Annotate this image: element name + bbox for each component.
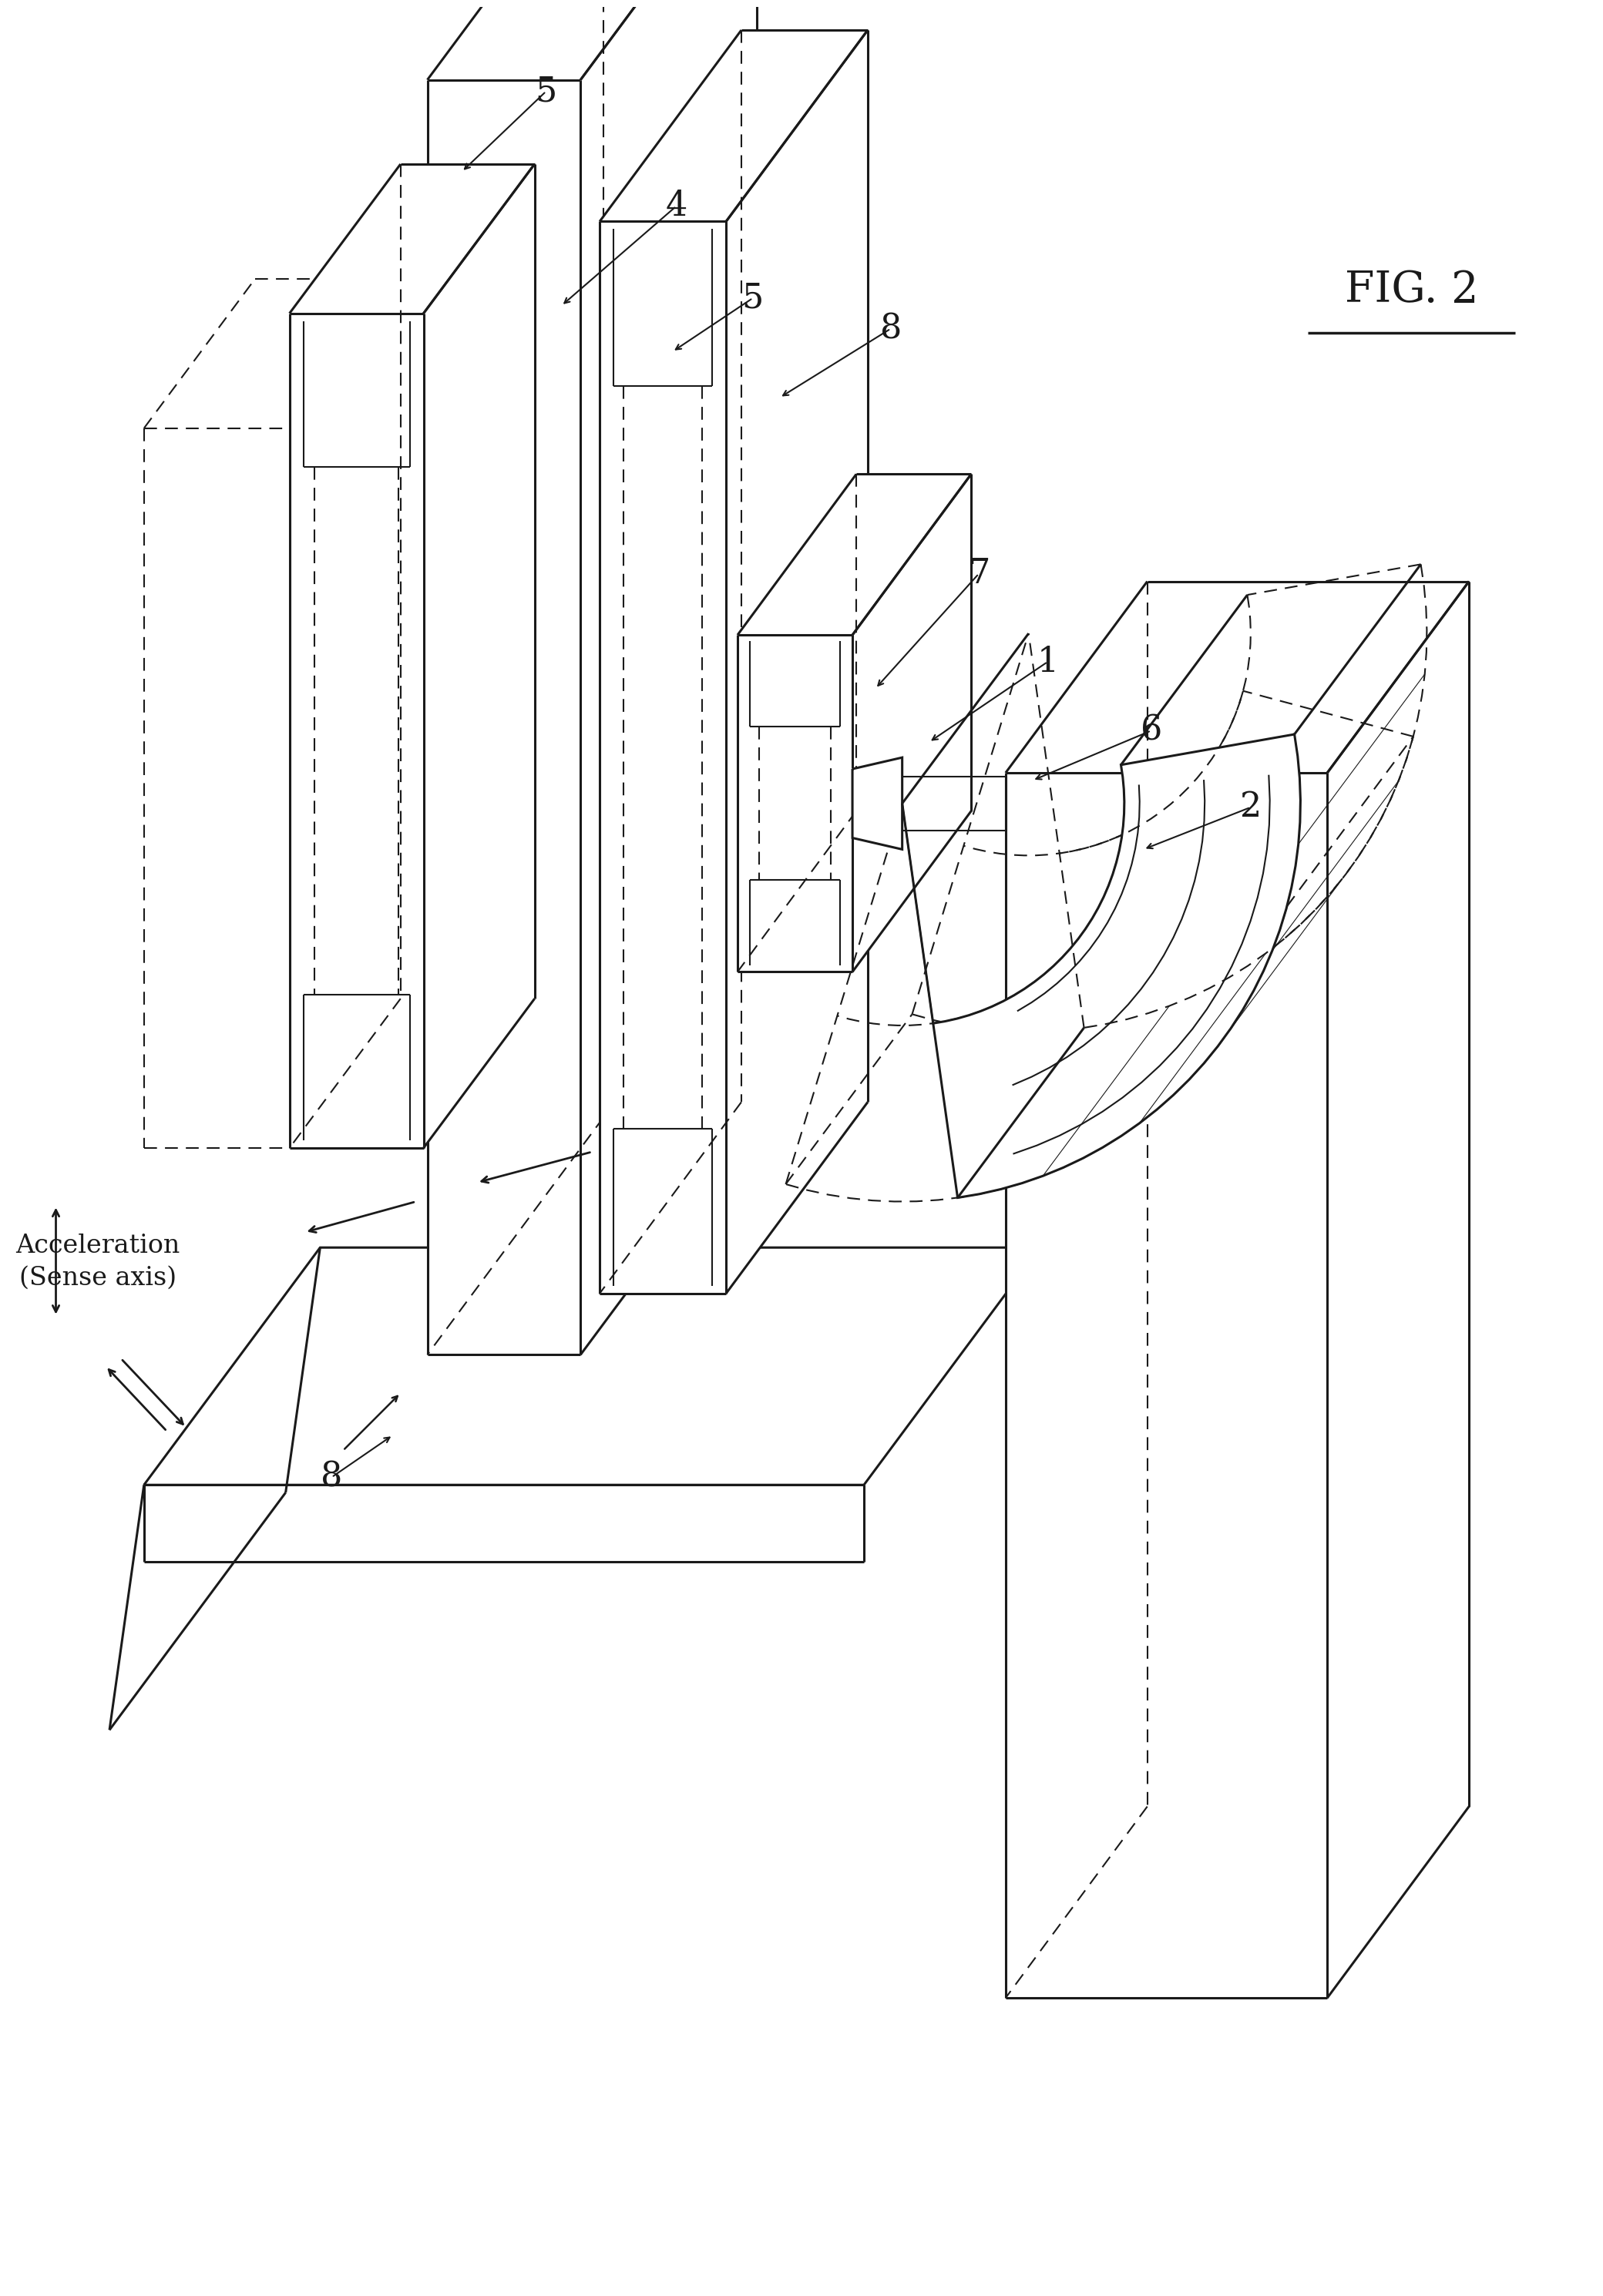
Text: FIG. 2: FIG. 2 bbox=[1345, 269, 1478, 312]
Polygon shape bbox=[428, 80, 580, 1355]
Polygon shape bbox=[933, 735, 1300, 1199]
Polygon shape bbox=[853, 758, 902, 850]
Polygon shape bbox=[853, 475, 971, 971]
Text: 7: 7 bbox=[968, 558, 989, 590]
Text: 6: 6 bbox=[1140, 714, 1162, 746]
Text: 8: 8 bbox=[321, 1460, 343, 1495]
Polygon shape bbox=[600, 220, 726, 1293]
Text: 5: 5 bbox=[742, 282, 763, 315]
Polygon shape bbox=[144, 1247, 1040, 1486]
Polygon shape bbox=[726, 30, 867, 1293]
Polygon shape bbox=[144, 1486, 864, 1561]
Polygon shape bbox=[737, 475, 971, 636]
Text: 5: 5 bbox=[535, 76, 556, 108]
Text: 8: 8 bbox=[880, 312, 901, 344]
Polygon shape bbox=[1005, 774, 1327, 1998]
Polygon shape bbox=[580, 0, 757, 1355]
Polygon shape bbox=[1327, 581, 1468, 1998]
Polygon shape bbox=[737, 636, 853, 971]
Text: Acceleration: Acceleration bbox=[16, 1233, 180, 1258]
Text: 4: 4 bbox=[665, 191, 688, 223]
Text: (Sense axis): (Sense axis) bbox=[19, 1265, 176, 1290]
Polygon shape bbox=[600, 30, 867, 220]
Text: 1: 1 bbox=[1037, 645, 1058, 677]
Polygon shape bbox=[428, 0, 757, 80]
Polygon shape bbox=[423, 163, 534, 1148]
Polygon shape bbox=[290, 163, 534, 312]
Text: 2: 2 bbox=[1239, 790, 1262, 824]
Polygon shape bbox=[290, 312, 423, 1148]
Polygon shape bbox=[1005, 581, 1468, 774]
